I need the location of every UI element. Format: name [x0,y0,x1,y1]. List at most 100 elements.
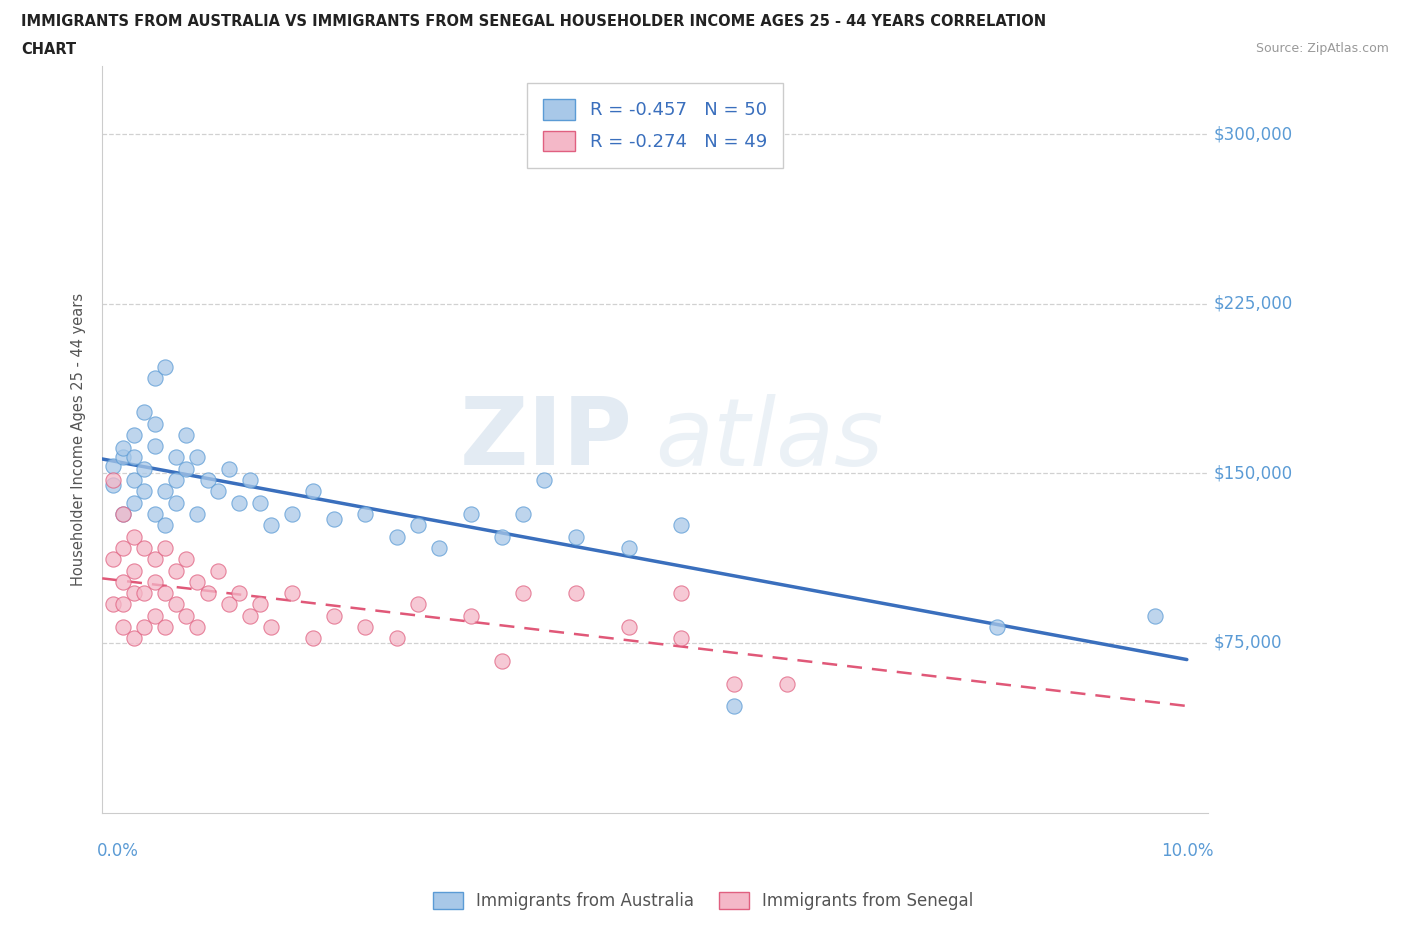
Point [197,472,219,487]
Text: $300,000: $300,000 [1213,125,1292,143]
Point [122,472,145,487]
Point [112,450,135,465]
Point [491,654,513,669]
Point [101,459,124,474]
Point [776,676,799,691]
Point [491,529,513,544]
Point [406,518,429,533]
Point [165,472,187,487]
Point [155,484,177,498]
Text: atlas: atlas [655,393,883,485]
Point [101,551,124,566]
Point [249,496,271,511]
Point [460,608,482,623]
Point [122,428,145,443]
Text: 10.0%: 10.0% [1161,843,1213,860]
Point [176,551,198,566]
Point [112,540,135,555]
Point [301,484,323,498]
Point [112,575,135,590]
Point [122,586,145,601]
Point [512,507,534,522]
Point [406,597,429,612]
Point [134,586,156,601]
Point [165,563,187,578]
Point [134,405,156,419]
Text: $75,000: $75,000 [1213,634,1282,652]
Point [354,507,377,522]
Point [112,507,135,522]
Point [512,586,534,601]
Text: Source: ZipAtlas.com: Source: ZipAtlas.com [1256,42,1389,55]
Point [186,507,208,522]
Point [228,496,250,511]
Point [322,512,344,526]
Point [218,461,240,476]
Point [165,450,187,465]
Point [239,472,262,487]
Point [565,586,588,601]
Text: ZIP: ZIP [460,393,633,485]
Point [385,631,408,645]
Point [176,428,198,443]
Point [281,586,304,601]
Point [617,619,640,634]
Point [207,484,229,498]
Point [565,529,588,544]
Y-axis label: Householder Income Ages 25 - 44 years: Householder Income Ages 25 - 44 years [72,293,86,586]
Point [143,551,166,566]
Point [723,676,745,691]
Point [533,472,555,487]
Legend: R = -0.457   N = 50, R = -0.274   N = 49: R = -0.457 N = 50, R = -0.274 N = 49 [527,83,783,167]
Point [986,619,1008,634]
Text: $150,000: $150,000 [1213,464,1292,483]
Point [723,698,745,713]
Point [322,608,344,623]
Point [249,597,271,612]
Point [165,597,187,612]
Point [112,507,135,522]
Point [112,441,135,456]
Point [228,586,250,601]
Point [186,575,208,590]
Point [134,540,156,555]
Point [155,540,177,555]
Point [301,631,323,645]
Point [101,472,124,487]
Text: $225,000: $225,000 [1213,295,1292,312]
Point [112,597,135,612]
Point [1144,608,1167,623]
Point [165,496,187,511]
Point [143,439,166,454]
Point [134,484,156,498]
Point [122,496,145,511]
Point [176,461,198,476]
Text: CHART: CHART [21,42,76,57]
Point [122,450,145,465]
Point [155,518,177,533]
Point [197,586,219,601]
Point [155,360,177,375]
Point [134,619,156,634]
Point [617,540,640,555]
Point [354,619,377,634]
Point [122,631,145,645]
Point [207,563,229,578]
Point [122,563,145,578]
Point [671,586,693,601]
Point [427,540,450,555]
Point [112,619,135,634]
Point [239,608,262,623]
Point [143,371,166,386]
Point [260,619,283,634]
Point [218,597,240,612]
Point [186,450,208,465]
Point [176,608,198,623]
Point [101,477,124,492]
Text: IMMIGRANTS FROM AUSTRALIA VS IMMIGRANTS FROM SENEGAL HOUSEHOLDER INCOME AGES 25 : IMMIGRANTS FROM AUSTRALIA VS IMMIGRANTS … [21,14,1046,29]
Point [281,507,304,522]
Point [155,619,177,634]
Point [671,518,693,533]
Point [143,416,166,431]
Legend: Immigrants from Australia, Immigrants from Senegal: Immigrants from Australia, Immigrants fr… [426,885,980,917]
